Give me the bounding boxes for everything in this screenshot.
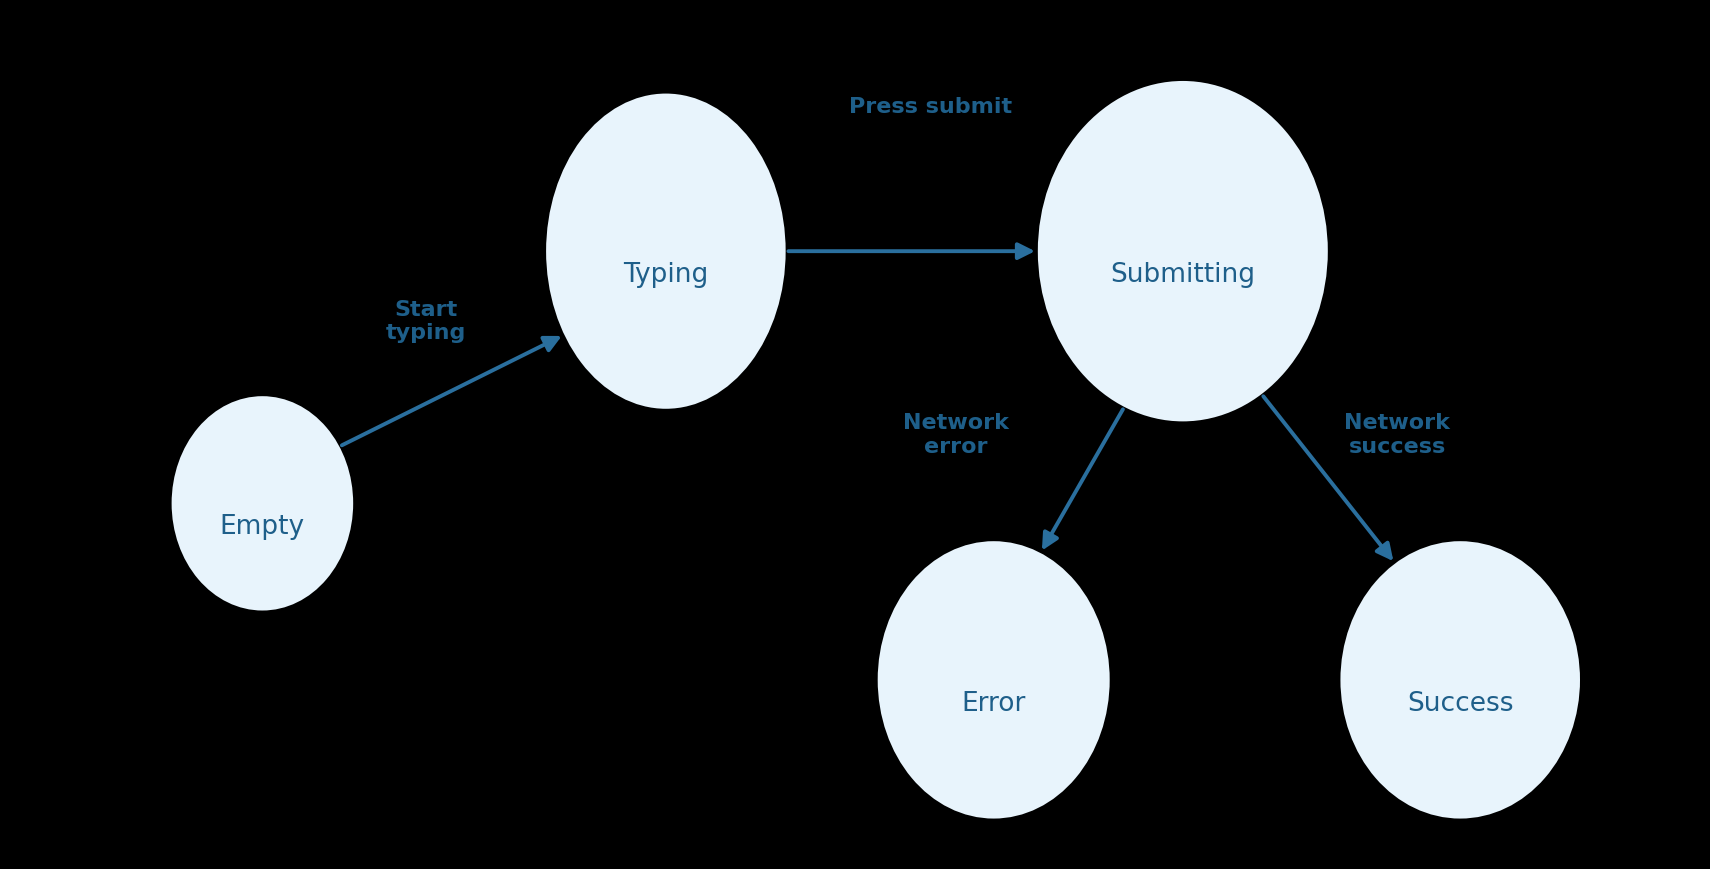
Text: Network
success: Network success xyxy=(1344,413,1450,456)
Text: Typing: Typing xyxy=(622,262,708,288)
Ellipse shape xyxy=(877,541,1110,819)
Text: Network
error: Network error xyxy=(903,413,1009,456)
Text: Success: Success xyxy=(1407,690,1513,716)
Text: Empty: Empty xyxy=(221,514,304,540)
Ellipse shape xyxy=(171,397,354,611)
Ellipse shape xyxy=(545,95,785,409)
Text: Press submit: Press submit xyxy=(850,97,1012,117)
Ellipse shape xyxy=(1341,541,1580,819)
Text: Submitting: Submitting xyxy=(1110,262,1255,288)
Text: Error: Error xyxy=(961,690,1026,716)
Text: Start
typing: Start typing xyxy=(386,300,467,342)
Ellipse shape xyxy=(1038,82,1329,422)
